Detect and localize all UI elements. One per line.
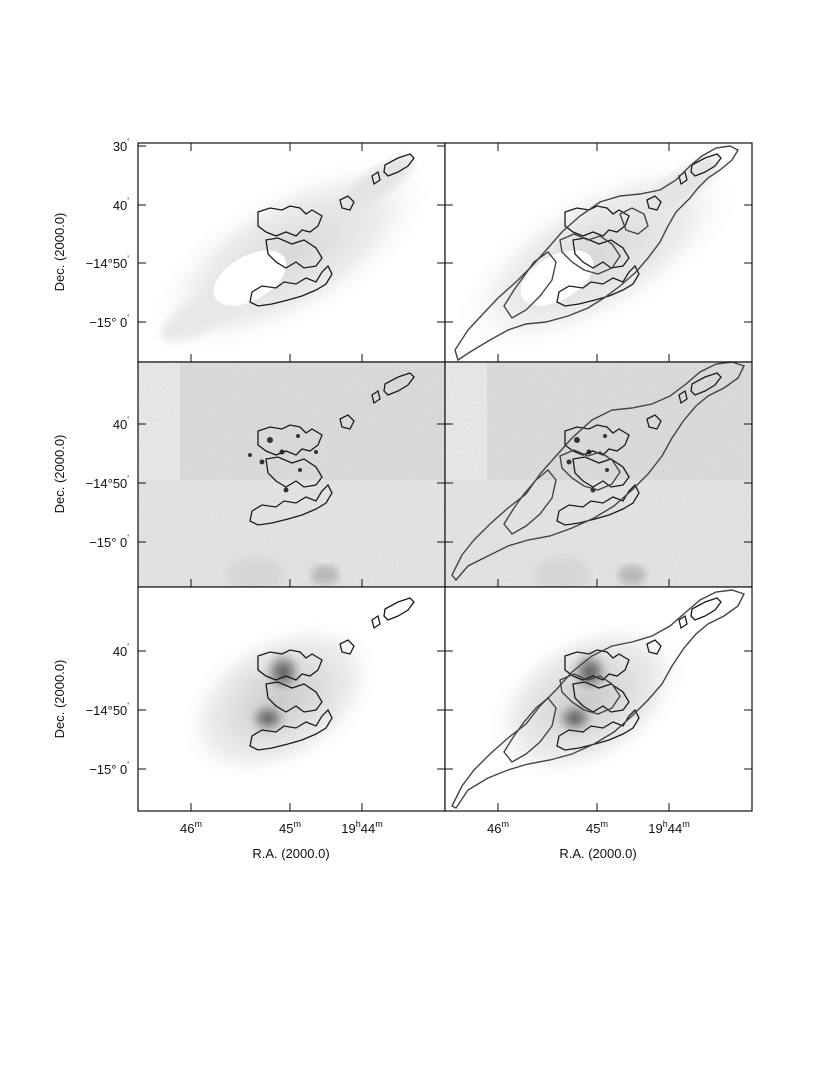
dec-tick-label: 40' <box>113 415 129 432</box>
panel-row2-left <box>137 361 446 588</box>
ra-tick-label: 19h44m <box>341 819 382 836</box>
panel-row2-right <box>444 361 753 588</box>
dec-tick-label: 40' <box>113 196 129 213</box>
ra-tick-label: 46m <box>180 819 202 836</box>
dec-tick-label: −14°50' <box>86 701 130 718</box>
dec-tick-label: −15° 0' <box>89 760 129 777</box>
panel-row3-left <box>137 586 446 812</box>
dec-tick-label: −15° 0' <box>89 313 129 330</box>
panel-row3-right <box>444 586 753 812</box>
ra-tick-label: 45m <box>279 819 301 836</box>
galaxy-image <box>451 589 745 809</box>
ra-tick-labels-right: 46m 45m 19h44m <box>487 819 690 836</box>
ra-tick-labels-left: 46m 45m 19h44m <box>180 819 383 836</box>
dec-tick-label: −14°50' <box>86 254 130 271</box>
ra-tick-label: 19h44m <box>648 819 689 836</box>
ra-axis-label: R.A. (2000.0) <box>252 846 329 861</box>
galaxy-image <box>142 152 438 358</box>
galaxy-image <box>445 362 752 587</box>
dec-axis-label: Dec. (2000.0) <box>52 213 67 292</box>
dec-tick-label: 40' <box>113 642 129 659</box>
tick-marks <box>138 143 752 811</box>
panel-row1-left <box>137 142 446 363</box>
dec-axis-label: Dec. (2000.0) <box>52 435 67 514</box>
galaxy-image <box>449 145 745 361</box>
ra-tick-label: 45m <box>586 819 608 836</box>
galaxy-image <box>178 597 415 782</box>
dec-tick-labels-row3: 40' −14°50' −15° 0' <box>86 642 130 777</box>
ra-tick-label: 46m <box>487 819 509 836</box>
dec-axis-label: Dec. (2000.0) <box>52 660 67 739</box>
panel-row1-right <box>444 142 753 363</box>
galaxy-image <box>138 362 445 587</box>
dec-tick-label: −14°50' <box>86 474 130 491</box>
dec-tick-labels-row1: 30' 40' −14°50' −15° 0' <box>86 137 130 330</box>
dec-tick-labels-row2: 40' −14°50' −15° 0' <box>86 415 130 550</box>
ra-axis-label: R.A. (2000.0) <box>559 846 636 861</box>
dec-tick-label: 30' <box>113 137 129 154</box>
dec-tick-label: −15° 0' <box>89 533 129 550</box>
